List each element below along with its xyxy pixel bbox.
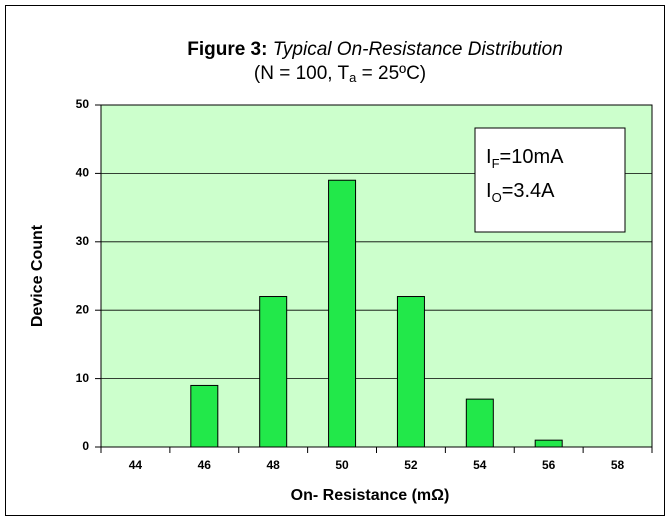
chart-title: Figure 3: Typical On-Resistance Distribu… <box>187 39 563 60</box>
x-tick-label: 48 <box>267 458 281 472</box>
annotation: IF=10mA <box>486 146 564 171</box>
title-label: Figure 3: <box>187 39 267 60</box>
x-tick-label: 46 <box>198 458 212 472</box>
bar <box>259 296 288 448</box>
y-tick-label: 30 <box>76 234 90 248</box>
annotation-part: I <box>486 180 492 202</box>
y-axis-label: Device Count <box>29 224 46 327</box>
chart-subtitle: (N = 100, Ta = 25ºC) <box>254 63 426 85</box>
y-tick-label: 10 <box>76 371 90 385</box>
y-tick-label: 0 <box>82 439 89 453</box>
annotation-box <box>474 127 626 233</box>
annotation-sub: O <box>492 190 502 205</box>
x-tick-label: 44 <box>129 458 143 472</box>
subtitle-part: = 25ºC) <box>356 63 426 84</box>
title-text: Typical On-Resistance Distribution <box>273 39 563 60</box>
bar <box>190 384 219 448</box>
bar <box>396 296 425 448</box>
subtitle-sub: a <box>349 70 357 85</box>
annotation-sub: F <box>492 156 500 171</box>
x-tick-label: 54 <box>473 458 487 472</box>
annotation-part: =10mA <box>500 146 565 168</box>
x-tick-label: 50 <box>335 458 349 472</box>
x-tick-label: 58 <box>611 458 625 472</box>
y-tick-label: 20 <box>76 302 90 316</box>
subtitle-part: (N = 100, T <box>254 63 350 84</box>
bar <box>328 179 357 448</box>
x-axis-label: On- Resistance (mΩ) <box>291 487 450 504</box>
plot-border <box>100 104 653 448</box>
annotation-part: I <box>486 146 492 168</box>
y-tick-label: 40 <box>76 166 90 180</box>
annotation-part: =3.4A <box>502 180 555 202</box>
y-tick-label: 50 <box>76 97 90 111</box>
x-tick-label: 56 <box>542 458 556 472</box>
x-tick-label: 52 <box>404 458 418 472</box>
bar <box>465 398 494 448</box>
bar <box>534 439 563 448</box>
annotation: IO=3.4A <box>486 180 555 205</box>
